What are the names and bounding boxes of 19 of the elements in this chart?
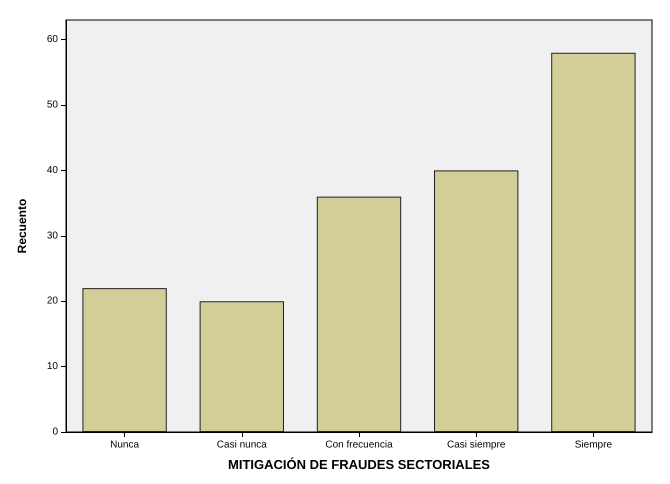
y-axis-title: Recuento (15, 198, 29, 254)
x-tick-label: Casi siempre (447, 440, 506, 450)
y-tick-label: 40 (46, 164, 58, 176)
y-tick-label: 10 (46, 361, 58, 372)
bar (82, 288, 167, 432)
x-tick-label: Nunca (110, 440, 140, 450)
x-tick-label: Siempre (574, 440, 612, 450)
bar (434, 170, 518, 432)
x-tick-label: Casi nunca (216, 440, 268, 450)
x-axis-title: MITIGACIÓN DE FRAUDES SECTORIALES (228, 457, 490, 472)
y-tick-label: 30 (46, 230, 58, 242)
y-tick-label: 50 (46, 100, 58, 111)
bar (551, 52, 636, 432)
bar (200, 301, 284, 432)
x-tick-label: Con frecuencia (325, 440, 394, 450)
y-tick-label: 0 (52, 426, 58, 438)
bar (316, 196, 402, 432)
y-tick-label: 60 (46, 34, 58, 46)
y-tick-label: 20 (46, 296, 58, 307)
